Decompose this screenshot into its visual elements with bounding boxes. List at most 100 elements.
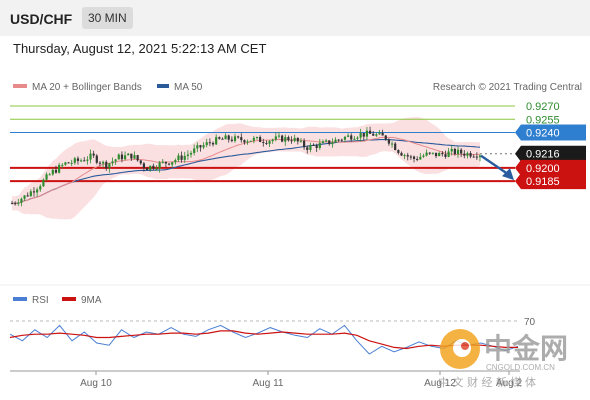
candle-body bbox=[171, 162, 174, 165]
rsi-ma-legend-swatch bbox=[62, 297, 76, 301]
candle bbox=[268, 140, 271, 147]
candle-body bbox=[39, 186, 42, 190]
candle bbox=[397, 149, 400, 155]
candle-body bbox=[127, 153, 130, 156]
candle-body bbox=[120, 154, 124, 160]
candle-body bbox=[271, 139, 274, 142]
candle bbox=[230, 136, 233, 143]
candle bbox=[463, 150, 466, 159]
candle-body bbox=[136, 155, 139, 161]
candle-body bbox=[334, 139, 337, 143]
candle bbox=[67, 161, 70, 164]
candle bbox=[475, 152, 478, 160]
ma50-line bbox=[11, 139, 481, 204]
candle bbox=[208, 138, 211, 147]
candle bbox=[287, 135, 290, 142]
candle bbox=[362, 133, 365, 141]
candle bbox=[218, 136, 221, 140]
candle bbox=[281, 134, 284, 143]
rsi-ma-legend-label: 9MA bbox=[81, 295, 102, 306]
candle-body bbox=[478, 155, 482, 158]
candle bbox=[123, 151, 127, 161]
candle bbox=[328, 140, 331, 146]
price-label-current: 0.9216 bbox=[526, 149, 560, 161]
candle bbox=[73, 156, 76, 165]
candle bbox=[193, 144, 196, 156]
rsi-legend-swatch bbox=[13, 297, 27, 301]
candle bbox=[233, 133, 237, 143]
candle bbox=[381, 129, 384, 136]
candle bbox=[227, 134, 230, 143]
candle-body bbox=[64, 162, 67, 165]
candle-body bbox=[95, 155, 98, 163]
candle bbox=[400, 151, 403, 157]
currency-pair-title: USD/CHF bbox=[10, 11, 73, 27]
candle bbox=[240, 133, 243, 143]
candle bbox=[331, 138, 334, 148]
candle-body bbox=[155, 168, 158, 170]
candle-body bbox=[365, 130, 369, 137]
candle bbox=[83, 157, 86, 162]
candle-body bbox=[268, 141, 271, 144]
candle-body bbox=[139, 160, 142, 164]
candle-body bbox=[164, 161, 168, 164]
candle-body bbox=[378, 132, 381, 135]
candle bbox=[296, 137, 299, 145]
candle bbox=[142, 162, 146, 172]
candle bbox=[95, 154, 98, 165]
candle-body bbox=[252, 137, 255, 141]
candle-body bbox=[262, 142, 265, 144]
candle-body bbox=[372, 133, 375, 136]
candle bbox=[350, 133, 353, 142]
candle bbox=[359, 128, 362, 142]
candle bbox=[315, 143, 318, 153]
ma50-legend-label: MA 50 bbox=[174, 82, 203, 93]
candle bbox=[290, 136, 293, 144]
candle-body bbox=[447, 151, 450, 157]
candle bbox=[26, 192, 29, 197]
candle bbox=[334, 137, 337, 143]
candle-body bbox=[205, 142, 208, 146]
candle bbox=[453, 147, 456, 156]
candle bbox=[111, 157, 114, 166]
candle bbox=[412, 155, 416, 163]
candle-body bbox=[328, 140, 331, 145]
candle bbox=[324, 138, 328, 143]
candle-body bbox=[224, 135, 227, 140]
x-axis-ticks: Aug 10 Aug 11 Aug 12 Aug 2 bbox=[80, 371, 523, 389]
candle bbox=[337, 138, 340, 142]
timeframe-button[interactable]: 30 MIN bbox=[82, 7, 133, 29]
candle-body bbox=[312, 144, 315, 146]
candle bbox=[120, 151, 124, 163]
candle bbox=[306, 145, 309, 154]
price-label-pivot: 0.9240 bbox=[526, 128, 560, 140]
candle-body bbox=[397, 149, 400, 153]
candle bbox=[460, 147, 463, 158]
price-tag-pivot bbox=[515, 124, 586, 141]
candle-body bbox=[340, 139, 343, 141]
candle bbox=[416, 156, 419, 162]
ma20-legend-label: MA 20 + Bollinger Bands bbox=[32, 82, 142, 93]
price-tag-support bbox=[515, 173, 586, 190]
candle bbox=[438, 151, 441, 157]
candle bbox=[356, 136, 359, 141]
candle bbox=[259, 135, 262, 143]
watermark-tagline: 中 文 财 经 新 媒 体 bbox=[438, 375, 536, 389]
candle bbox=[252, 135, 255, 144]
candle bbox=[98, 160, 102, 167]
candle-body bbox=[14, 203, 17, 205]
candle-body bbox=[36, 189, 39, 193]
candle bbox=[108, 162, 111, 173]
candle bbox=[318, 138, 321, 150]
candle bbox=[237, 135, 240, 139]
candle bbox=[274, 132, 277, 142]
candle-body bbox=[315, 145, 318, 148]
candle bbox=[450, 145, 453, 156]
candle-body bbox=[240, 137, 243, 141]
candle-body bbox=[114, 159, 117, 162]
candle-body bbox=[368, 130, 372, 134]
candles bbox=[10, 126, 482, 207]
candle-body bbox=[180, 155, 183, 160]
candle bbox=[205, 138, 208, 148]
